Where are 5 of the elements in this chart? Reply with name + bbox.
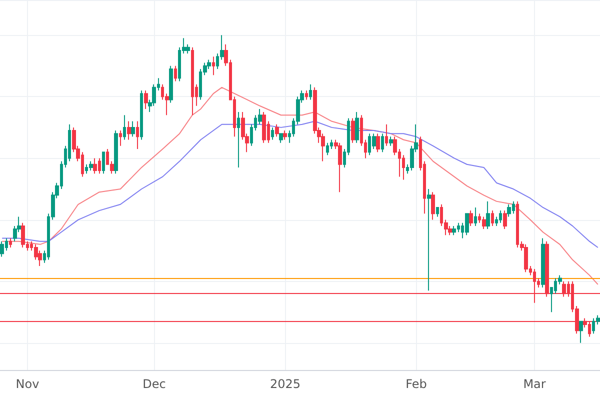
x-tick-label: Nov [16,377,40,391]
x-tick-label: 2025 [270,377,300,391]
x-tick-label: Mar [523,377,546,391]
x-tick-label: Feb [406,377,427,391]
x-tick-label: Dec [142,377,166,391]
